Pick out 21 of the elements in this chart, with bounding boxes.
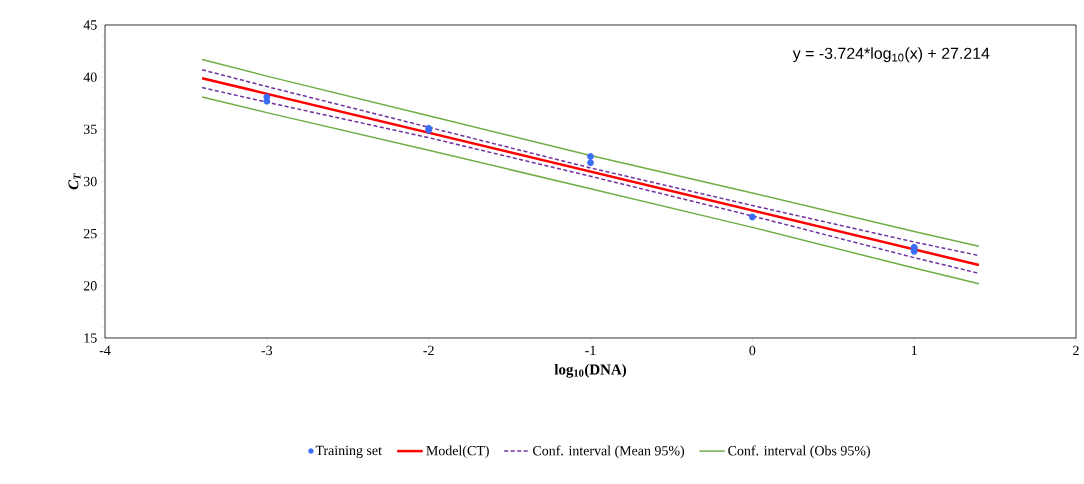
y-axis-title: C$_{T}$ (68, 173, 81, 190)
x-tick-label: -3 (261, 345, 273, 356)
legend-label: Training set (315, 445, 382, 458)
legend-label: Model(CT) (426, 445, 489, 459)
x-tick-label: 1 (911, 345, 917, 355)
x-tick-label: 0 (749, 345, 756, 356)
x-tick-label: -4 (99, 345, 111, 355)
annotation: y = -3.724*log$_{10}$(x) + 27.214 (792, 47, 990, 63)
y-tick-label: 40 (83, 72, 97, 82)
y-tick-label: 45 (83, 20, 97, 30)
x-tick-label: -1 (585, 345, 596, 355)
y-tick-label: 15 (84, 333, 97, 343)
y-tick-label: 25 (83, 228, 97, 239)
legend-label: Conf. interval (Mean 95%) (533, 445, 685, 459)
legend-label: Conf. interval (Obs 95%) (728, 445, 870, 459)
y-tick-label: 20 (83, 281, 97, 291)
x-axis-title: log$_{10}$(DNA) (554, 364, 627, 378)
x-tick-label: 2 (1073, 345, 1079, 355)
y-tick-label: 35 (83, 124, 97, 135)
y-tick-label: 30 (83, 176, 97, 187)
x-tick-label: -2 (423, 345, 434, 355)
